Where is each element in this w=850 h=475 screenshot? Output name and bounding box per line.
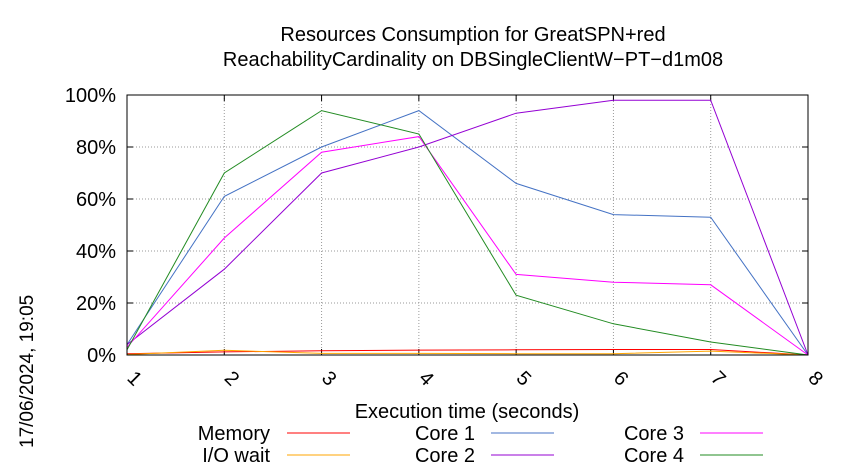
series-line-core-3	[126, 136, 809, 356]
timestamp: 17/06/2024, 19:05	[17, 295, 38, 448]
x-tick-label: 2	[220, 367, 243, 390]
legend-item-i-o-wait: I/O wait	[202, 445, 350, 467]
chart-subtitle: ReachabilityCardinality on DBSingleClien…	[223, 49, 723, 71]
y-tick-label: 20%	[76, 293, 116, 315]
legend-label: Core 1	[415, 423, 475, 445]
series-lines	[126, 99, 809, 356]
x-tick-label: 6	[609, 367, 632, 390]
legend-label: Memory	[198, 423, 270, 445]
y-tick-label: 80%	[76, 137, 116, 159]
y-tick-label: 0%	[87, 345, 116, 367]
y-tick-label: 60%	[76, 189, 116, 211]
legend-item-core-4: Core 4	[624, 445, 763, 467]
legend-label: Core 4	[624, 445, 684, 467]
series-line-memory	[126, 349, 809, 356]
chart-title: Resources Consumption for GreatSPN+red	[280, 24, 665, 46]
x-axis-label: Execution time (seconds)	[355, 401, 580, 423]
legend-item-core-1: Core 1	[415, 423, 554, 445]
y-tick-label: 40%	[76, 241, 116, 263]
series-line-core-2	[126, 99, 809, 356]
legend-item-core-2: Core 2	[415, 445, 554, 467]
x-tick-label: 8	[804, 367, 827, 390]
y-axis-ticks: 0% 20% 40% 60% 80% 100%	[65, 85, 808, 367]
legend-label: I/O wait	[202, 445, 270, 467]
x-axis-ticks: 1 2 3 4 5 6 7 8	[123, 95, 827, 390]
x-tick-label: 1	[123, 367, 146, 390]
y-tick-label: 100%	[65, 85, 116, 107]
legend-label: Core 2	[415, 445, 475, 467]
grid-lines	[127, 95, 808, 355]
legend-item-memory: Memory	[198, 423, 350, 445]
series-line-core-1	[126, 110, 809, 356]
x-tick-label: 4	[414, 367, 437, 390]
legend-item-core-3: Core 3	[624, 423, 763, 445]
legend-label: Core 3	[624, 423, 684, 445]
x-tick-label: 7	[706, 367, 729, 390]
plot-area-frame	[126, 94, 809, 356]
series-line-i-o-wait	[126, 349, 809, 356]
x-tick-label: 3	[317, 367, 340, 390]
series-line-core-4	[126, 110, 809, 356]
x-tick-label: 5	[512, 367, 535, 390]
